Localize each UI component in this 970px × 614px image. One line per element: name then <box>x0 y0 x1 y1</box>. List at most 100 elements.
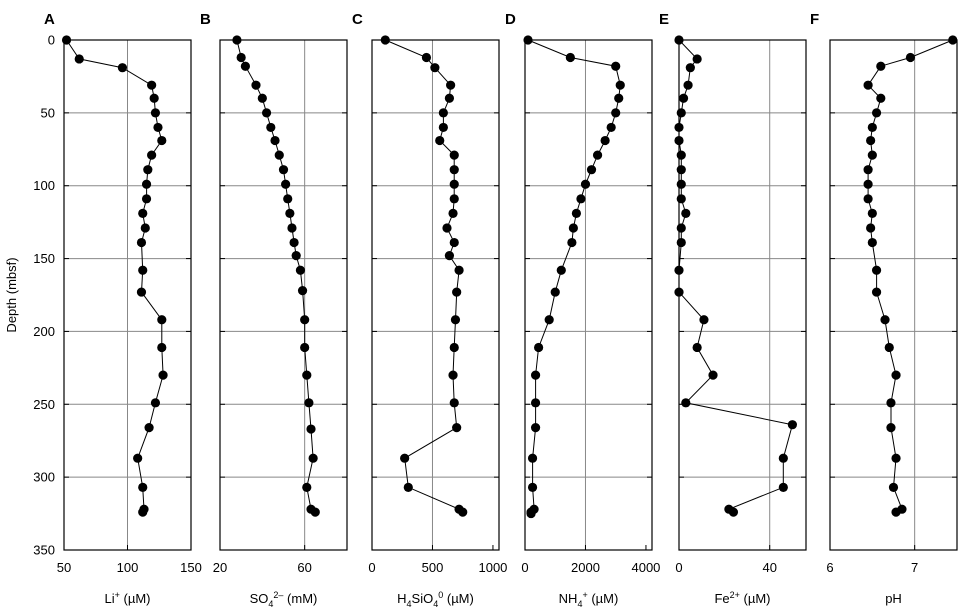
data-point <box>157 135 167 146</box>
x-axis-title-part: 2+ <box>730 590 740 600</box>
data-point <box>871 287 882 297</box>
data-point <box>147 150 157 160</box>
data-point <box>692 342 702 353</box>
data-point <box>285 208 295 218</box>
data-point <box>530 423 541 433</box>
data-point <box>281 179 291 189</box>
x-axis-title-part: 4 <box>433 599 438 609</box>
series-line <box>66 39 164 513</box>
y-tick-label: 150 <box>33 251 55 266</box>
data-point <box>611 61 621 71</box>
data-point <box>306 424 316 434</box>
data-point <box>674 122 684 133</box>
data-point <box>147 80 157 90</box>
data-point <box>454 265 464 275</box>
data-point <box>144 423 154 433</box>
data-point <box>153 122 163 133</box>
data-point <box>948 35 958 45</box>
data-point <box>544 315 554 325</box>
data-point <box>283 194 293 204</box>
data-point <box>149 93 159 103</box>
x-tick-label: 150 <box>180 560 202 575</box>
x-tick-label: 1000 <box>478 560 507 575</box>
panel-letter: C <box>352 11 363 28</box>
series-line <box>527 39 621 514</box>
data-point <box>435 135 445 146</box>
series-line <box>867 39 953 513</box>
data-point <box>699 315 709 325</box>
data-point <box>140 223 150 233</box>
x-axis-title-part: (µM) <box>120 591 151 606</box>
data-point <box>567 237 577 248</box>
data-point <box>448 208 458 218</box>
data-point <box>304 398 314 408</box>
panel-f: 6 7 FpH <box>810 11 958 606</box>
data-point <box>685 63 695 73</box>
data-point <box>530 370 541 380</box>
data-point <box>678 93 689 103</box>
panel-letter: B <box>200 11 211 28</box>
data-point <box>297 286 308 296</box>
data-point <box>580 179 591 189</box>
data-point <box>676 179 686 189</box>
x-axis-title-part: (mM) <box>283 591 317 606</box>
data-point <box>886 423 896 433</box>
data-point <box>876 61 886 71</box>
x-axis-title: NH4+ (µM) <box>559 590 619 609</box>
data-point <box>550 287 560 297</box>
data-point <box>302 482 312 492</box>
data-point <box>600 135 610 146</box>
data-point <box>867 122 877 133</box>
y-tick-label: 0 <box>48 33 55 48</box>
x-tick-label: 100 <box>117 560 139 575</box>
data-point <box>449 342 459 353</box>
data-point <box>867 237 877 248</box>
y-tick-label: 350 <box>33 543 55 558</box>
x-axis-title-part: (µM) <box>740 591 771 606</box>
data-point <box>449 150 459 160</box>
data-point <box>683 80 693 90</box>
series-line <box>385 39 464 513</box>
data-point <box>787 420 797 430</box>
data-point <box>886 398 896 408</box>
data-point <box>676 194 686 204</box>
data-point <box>157 315 167 325</box>
panel-letter: F <box>810 11 819 28</box>
data-point <box>449 398 459 408</box>
y-axis-ticks: 0 50 100 150 200 250 300 350 <box>33 33 55 558</box>
data-point <box>143 165 153 175</box>
data-point <box>534 342 544 353</box>
x-axis-title-part: SO <box>250 591 269 606</box>
y-axis-title: Depth (mbsf) <box>4 257 19 332</box>
data-point <box>676 223 686 233</box>
data-point <box>289 237 299 248</box>
data-point <box>863 179 873 189</box>
y-tick-label: 200 <box>33 324 55 339</box>
x-axis-title: Fe2+ (µM) <box>714 590 770 606</box>
x-tick-label: 20 <box>213 560 227 575</box>
data-point <box>380 35 390 45</box>
x-axis-title-part: Fe <box>714 591 729 606</box>
data-point <box>138 482 148 492</box>
data-point <box>576 194 586 204</box>
series-line <box>236 39 316 513</box>
data-point <box>681 208 691 218</box>
data-point <box>728 507 739 517</box>
data-point <box>448 370 458 380</box>
data-point <box>876 93 886 103</box>
data-point <box>300 342 310 353</box>
data-point <box>611 108 621 118</box>
panel-frame <box>219 39 348 551</box>
data-point <box>676 237 686 248</box>
data-point <box>150 398 161 408</box>
data-point <box>295 265 306 275</box>
x-axis-title-part: 4 <box>407 599 412 609</box>
x-axis-title-part: 0 <box>438 590 443 600</box>
x-tick-label: 0 <box>675 560 682 575</box>
data-point <box>863 165 873 175</box>
data-point <box>614 93 624 103</box>
data-point <box>449 165 459 175</box>
data-point <box>117 63 128 73</box>
data-point <box>458 507 468 517</box>
data-point <box>568 223 578 233</box>
